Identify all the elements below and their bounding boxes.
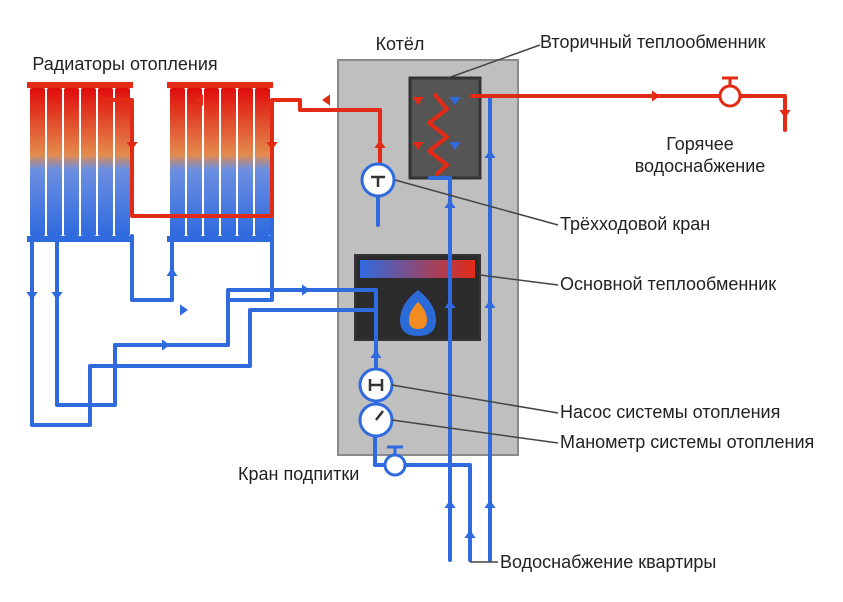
- label-radiators: Радиаторы отопления: [32, 54, 217, 74]
- arrow-cold-2: [166, 268, 177, 276]
- label-hot2: водоснабжение: [635, 156, 766, 176]
- arrow-cold-1: [51, 292, 62, 300]
- label-sec_hx: Вторичный теплообменник: [540, 32, 766, 52]
- label-cold: Водоснабжение квартиры: [500, 552, 716, 572]
- label-boiler: Котёл: [376, 34, 425, 54]
- radiator-1: [27, 82, 133, 242]
- arrow-cold-13: [464, 530, 475, 538]
- hot-water-valve: [720, 86, 740, 106]
- pipe-cold-inner1: [132, 236, 172, 300]
- label-three_way: Трёхходовой кран: [560, 214, 710, 234]
- arrow-cold-10: [484, 500, 495, 508]
- main-hx-gradient: [360, 260, 475, 278]
- pipe-cold-return: [32, 240, 375, 425]
- arrow-cold-5: [302, 284, 310, 295]
- arrow-cold-3: [180, 304, 188, 315]
- label-feed_valve: Кран подпитки: [238, 464, 359, 484]
- pipe-cold-feed: [395, 465, 470, 560]
- arrow-hot-8: [779, 110, 790, 118]
- arrow-hot-7: [652, 90, 660, 101]
- feed-valve: [385, 455, 405, 475]
- arrow-cold-0: [26, 292, 37, 300]
- arrow-cold-4: [162, 339, 170, 350]
- label-mano: Манометр системы отопления: [560, 432, 814, 452]
- label-main_hx: Основной теплообменник: [560, 274, 776, 294]
- arrow-hot-0: [322, 94, 330, 105]
- pipe-cold-inner2: [57, 236, 376, 405]
- label-pump: Насос системы отопления: [560, 402, 780, 422]
- label-hot1: Горячее: [666, 134, 734, 154]
- arrow-cold-7: [444, 500, 455, 508]
